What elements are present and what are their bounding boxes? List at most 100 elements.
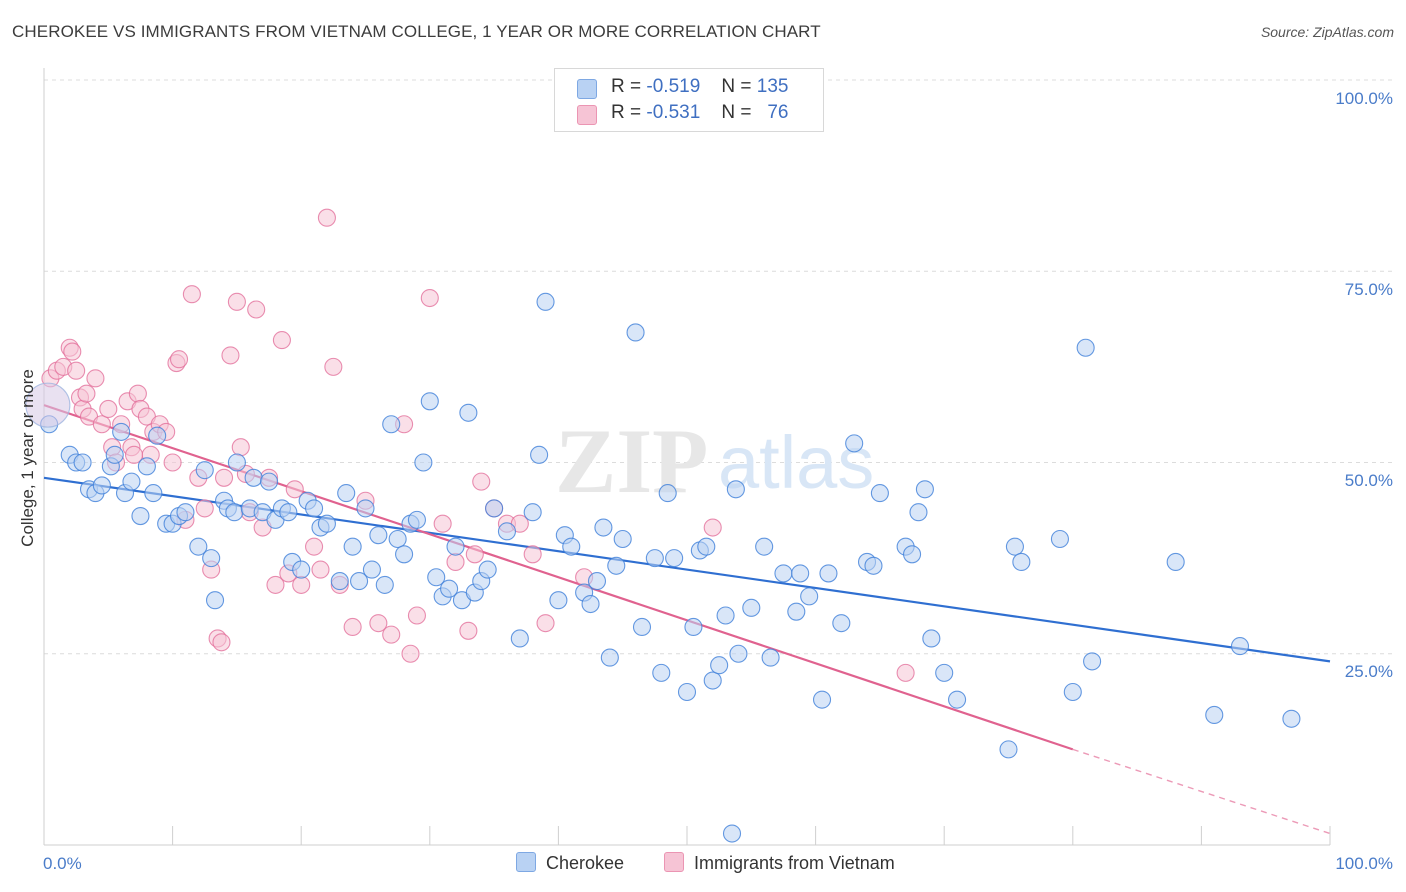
data-point-cherokee (369, 526, 388, 545)
data-point-cherokee (414, 453, 433, 472)
data-point-cherokee (697, 537, 716, 556)
data-point-vietnam (67, 361, 86, 380)
data-point-cherokee (581, 594, 600, 614)
data-point-vietnam (382, 625, 401, 644)
data-point-cherokee (427, 568, 446, 587)
data-point-cherokee (562, 537, 581, 556)
chart-source: Source: ZipAtlas.com (1260, 24, 1394, 40)
watermark-zip: ZIP (555, 410, 708, 512)
data-point-cherokee (92, 476, 111, 495)
data-point-cherokee (632, 617, 652, 637)
data-point-cherokee (205, 591, 225, 610)
data-point-vietnam (703, 518, 722, 537)
data-point-cherokee (176, 503, 195, 522)
data-point-cherokee (388, 529, 407, 549)
tick-labels: 100.0% 75.0% 50.0% 25.0% 0.0% 100.0% Col… (18, 89, 1393, 873)
data-point-cherokee (703, 671, 722, 690)
data-point-cherokee (420, 392, 439, 411)
data-point-cherokee (485, 499, 504, 518)
data-point-cherokee (774, 564, 793, 583)
data-point-vietnam (536, 614, 555, 633)
data-point-vietnam (227, 292, 246, 311)
data-point-cherokee (356, 499, 375, 518)
data-point-cherokee (922, 629, 941, 648)
data-point-cherokee (375, 575, 394, 594)
data-point-vietnam (169, 350, 189, 369)
data-point-vietnam (247, 300, 266, 319)
data-point-vietnam (343, 617, 362, 637)
data-point-cherokee (729, 644, 748, 663)
legend-n-value: 76 (767, 102, 789, 123)
data-point-cherokee (1083, 652, 1102, 671)
y-tick-label-50: 50.0% (1345, 471, 1393, 490)
data-point-cherokee (459, 403, 478, 422)
legend-swatch-blue-icon (577, 79, 597, 99)
data-point-cherokee (446, 537, 465, 556)
data-point-vietnam (86, 369, 105, 388)
data-point-cherokee (105, 445, 124, 464)
data-point-cherokee (1050, 529, 1069, 549)
data-point-cherokee (549, 591, 568, 610)
data-point-cherokee (1012, 552, 1031, 572)
data-point-cherokee (1230, 637, 1250, 656)
data-point-vietnam (324, 357, 343, 376)
data-point-cherokee (845, 434, 864, 453)
data-point-vietnam (182, 285, 201, 304)
x-tick-label-0: 0.0% (43, 854, 82, 873)
legend-r-label: R = (611, 102, 642, 123)
data-point-cherokee (227, 453, 246, 472)
data-point-cherokee (999, 740, 1018, 759)
data-point-cherokee (305, 499, 324, 518)
data-point-cherokee (665, 549, 684, 568)
data-point-cherokee (259, 472, 279, 491)
legend-n-label: N = (721, 76, 752, 97)
y-tick-label-25: 25.0% (1345, 662, 1393, 681)
data-point-cherokee (864, 556, 883, 575)
data-point-cherokee (594, 518, 613, 537)
legend-swatch-pink-icon (577, 105, 597, 125)
data-point-vietnam (128, 384, 147, 403)
data-point-cherokee (812, 690, 832, 709)
data-point-cherokee (787, 602, 806, 621)
data-point-cherokee (1063, 682, 1082, 702)
data-point-cherokee (1205, 705, 1224, 725)
data-point-vietnam (92, 415, 111, 434)
data-point-cherokee (1282, 709, 1301, 728)
x-tick-label-100: 100.0% (1335, 854, 1393, 873)
data-point-cherokee (148, 426, 167, 445)
bottom-legend-label: Cherokee (546, 853, 625, 873)
axes (43, 68, 1331, 846)
data-point-cherokee (350, 572, 369, 591)
data-point-vietnam (285, 480, 304, 499)
data-point-cherokee (244, 468, 263, 487)
points-cherokee (25, 292, 1301, 843)
data-point-cherokee (407, 510, 426, 529)
data-point-cherokee (478, 560, 497, 579)
data-point-vietnam (369, 614, 388, 633)
bottom-legend-cherokee: Cherokee (516, 852, 624, 874)
legend-r-value: -0.519 (646, 76, 701, 97)
data-point-vietnam (472, 472, 491, 491)
data-point-cherokee (677, 682, 697, 702)
data-point-cherokee (819, 564, 838, 583)
data-point-cherokee (684, 617, 703, 637)
trend-line-vietnam (43, 404, 1074, 751)
data-point-cherokee (626, 323, 645, 342)
bottom-legend-label: Immigrants from Vietnam (694, 853, 895, 873)
data-point-cherokee (510, 629, 529, 648)
data-point-vietnam (401, 644, 420, 663)
data-point-cherokee (440, 579, 459, 598)
data-point-cherokee (613, 529, 632, 549)
data-point-cherokee (832, 614, 851, 633)
data-point-cherokee (722, 824, 742, 843)
data-point-cherokee (225, 503, 244, 522)
y-tick-label-75: 75.0% (1345, 280, 1393, 299)
data-point-cherokee (652, 663, 671, 682)
legend-r-value: -0.531 (646, 102, 701, 123)
data-point-vietnam (459, 621, 478, 640)
data-point-cherokee (742, 598, 761, 617)
data-point-vietnam (231, 438, 250, 457)
data-point-cherokee (645, 549, 664, 568)
data-point-cherokee (362, 560, 381, 579)
